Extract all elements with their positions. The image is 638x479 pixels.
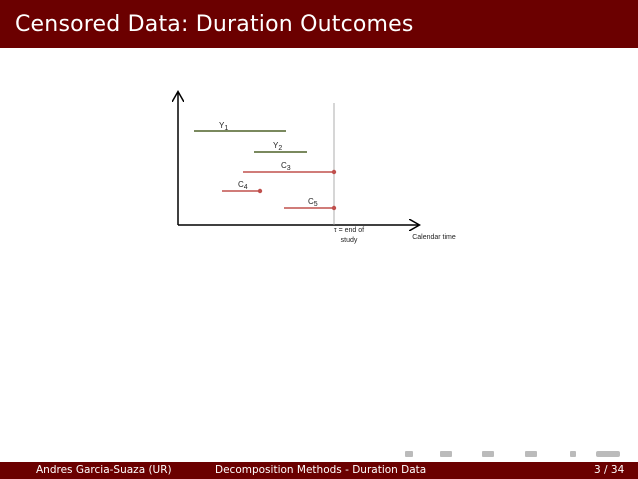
slide-title: Censored Data: Duration Outcomes <box>15 12 414 37</box>
nav-icons <box>405 451 620 457</box>
footer-title: Decomposition Methods - Duration Data <box>215 464 427 476</box>
tau-label: study <box>341 237 358 244</box>
spell-label: Y2 <box>273 141 282 152</box>
tau-label: τ = end of <box>334 227 364 234</box>
spell-label: C3 <box>281 161 291 172</box>
title-bar: Censored Data: Duration Outcomes <box>0 0 638 48</box>
footer: Andres Garcia-Suaza (UR) Decomposition M… <box>0 462 638 479</box>
spell-label: C5 <box>308 197 318 208</box>
censor-dot <box>257 188 263 194</box>
spell-label: C4 <box>238 180 248 191</box>
footer-author: Andres Garcia-Suaza (UR) <box>36 464 172 476</box>
spell-label: Y1 <box>219 121 228 132</box>
censor-dot <box>331 169 337 175</box>
x-axis-label: Calendar time <box>412 234 456 241</box>
footer-page: 3 / 34 <box>594 464 625 476</box>
censor-dot <box>331 205 337 211</box>
